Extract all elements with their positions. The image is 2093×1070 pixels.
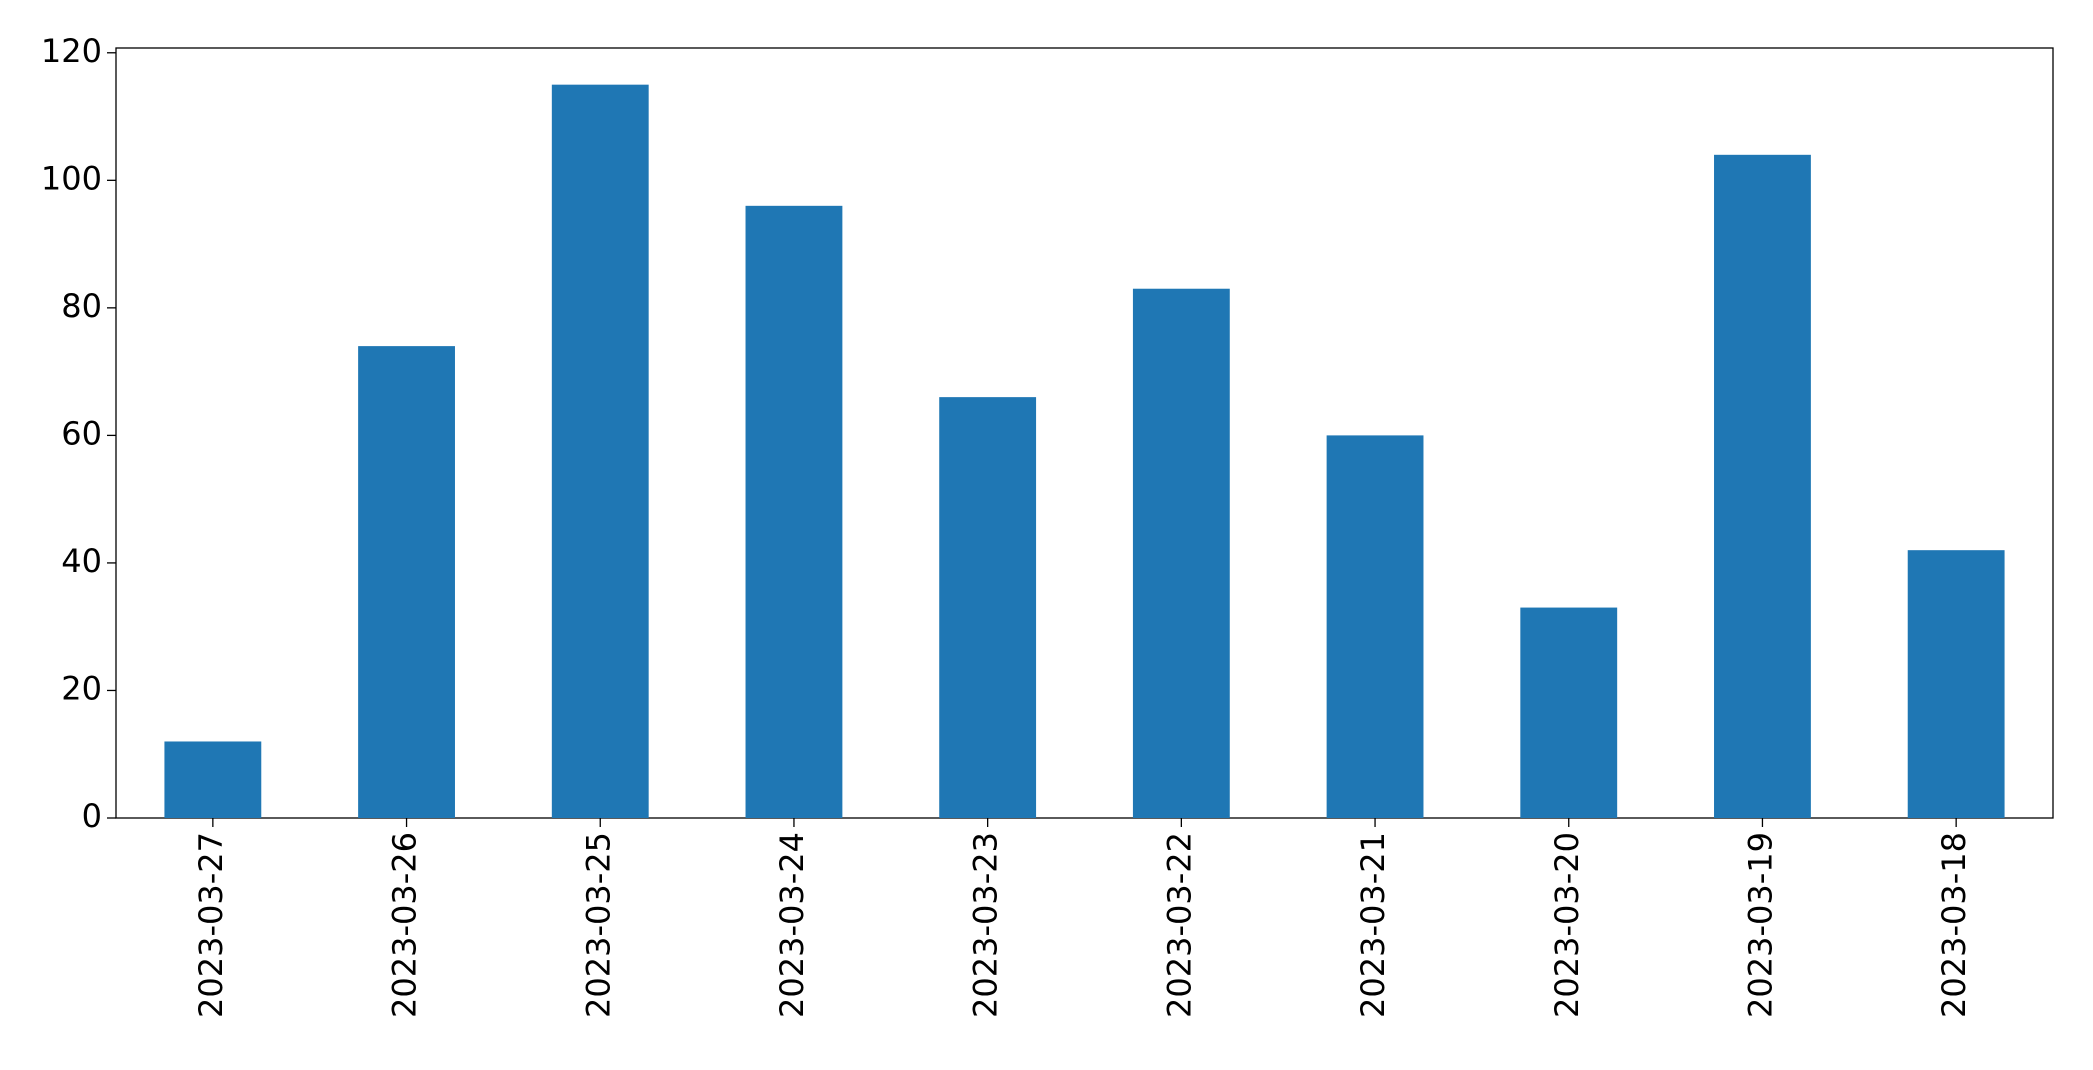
x-tick-label: 2023-03-18 <box>1935 832 1973 1018</box>
plot-frame <box>115 47 2054 819</box>
bar <box>745 205 843 819</box>
bar <box>1132 288 1230 819</box>
bar <box>164 741 262 818</box>
bar <box>551 84 649 818</box>
x-tick-label: 2023-03-22 <box>1160 832 1198 1018</box>
x-tick-label: 2023-03-27 <box>192 832 230 1018</box>
y-tick-label: 60 <box>61 414 102 452</box>
bar <box>1714 154 1811 819</box>
x-tick-label: 2023-03-23 <box>967 832 1005 1018</box>
x-tick-label: 2023-03-20 <box>1548 832 1586 1018</box>
x-tick-label: 2023-03-25 <box>579 832 617 1018</box>
bar <box>358 346 455 818</box>
y-tick-label: 0 <box>82 797 102 835</box>
bar <box>1326 435 1424 818</box>
bar <box>939 397 1037 818</box>
x-tick-label: 2023-03-24 <box>773 832 811 1018</box>
bar <box>1907 550 2005 818</box>
y-tick-label: 40 <box>61 542 102 580</box>
x-tick-label: 2023-03-26 <box>386 832 424 1018</box>
y-tick-label: 120 <box>41 32 102 70</box>
y-tick-label: 100 <box>41 159 102 197</box>
x-tick-label: 2023-03-19 <box>1741 832 1779 1018</box>
x-tick-label: 2023-03-21 <box>1354 832 1392 1018</box>
y-tick-label: 20 <box>61 669 102 707</box>
bar <box>1520 607 1618 818</box>
y-tick-label: 80 <box>61 287 102 325</box>
